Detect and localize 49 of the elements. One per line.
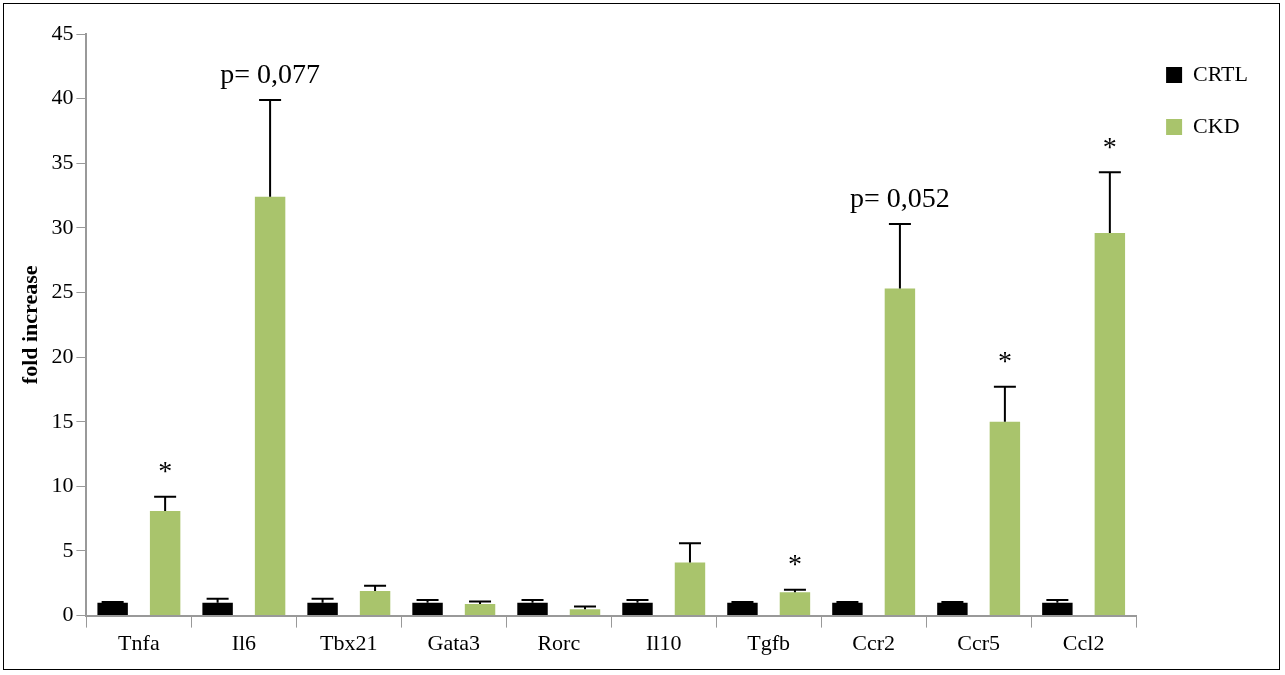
y-tick-label: 30 (51, 213, 74, 239)
x-tick-label: Rorc (537, 629, 581, 655)
x-tick-label: Tnfa (118, 629, 160, 655)
annotation: * (158, 455, 173, 487)
bar (464, 603, 496, 616)
bar (1094, 233, 1126, 616)
bar (359, 591, 391, 616)
bar (779, 592, 811, 616)
annotation: * (997, 345, 1012, 377)
annotation: p= 0,077 (220, 58, 320, 90)
y-tick-label: 35 (51, 149, 74, 175)
bar (307, 602, 338, 616)
legend-label: CKD (1193, 112, 1240, 138)
bar (569, 609, 601, 616)
x-tick-label: Ccl2 (1062, 629, 1105, 655)
y-tick-label: 25 (51, 278, 74, 304)
y-tick-label: 5 (62, 536, 74, 562)
bar (832, 602, 863, 616)
bar (937, 602, 968, 616)
y-tick-label: 10 (51, 472, 74, 498)
bar (202, 602, 233, 616)
annotation: * (787, 548, 802, 580)
bar (674, 562, 706, 616)
bar (149, 510, 181, 616)
bar (97, 602, 128, 616)
annotation: p= 0,052 (850, 182, 950, 214)
bar (989, 421, 1021, 616)
bar (517, 602, 548, 616)
y-tick-label: 45 (51, 19, 74, 45)
legend-label: CRTL (1193, 60, 1248, 86)
bar (622, 602, 653, 616)
x-tick-label: Il10 (646, 629, 682, 655)
bar (254, 196, 286, 616)
y-tick-label: 20 (51, 342, 74, 368)
bar (412, 602, 443, 616)
annotation: * (1102, 130, 1117, 162)
x-tick-label: Ccr2 (852, 629, 896, 655)
y-tick-label: 0 (62, 601, 74, 627)
x-tick-label: Gata3 (427, 629, 481, 655)
y-tick-label: 15 (51, 407, 74, 433)
x-tick-label: Tgfb (747, 629, 791, 655)
bar (1042, 602, 1073, 616)
x-tick-label: Ccr5 (957, 629, 1001, 655)
x-tick-label: Tbx21 (320, 629, 378, 655)
y-tick-label: 40 (51, 84, 74, 110)
x-tick-label: Il6 (231, 629, 257, 655)
y-axis-title: fold increase (16, 265, 42, 385)
bar (884, 288, 916, 616)
bar (727, 602, 758, 616)
